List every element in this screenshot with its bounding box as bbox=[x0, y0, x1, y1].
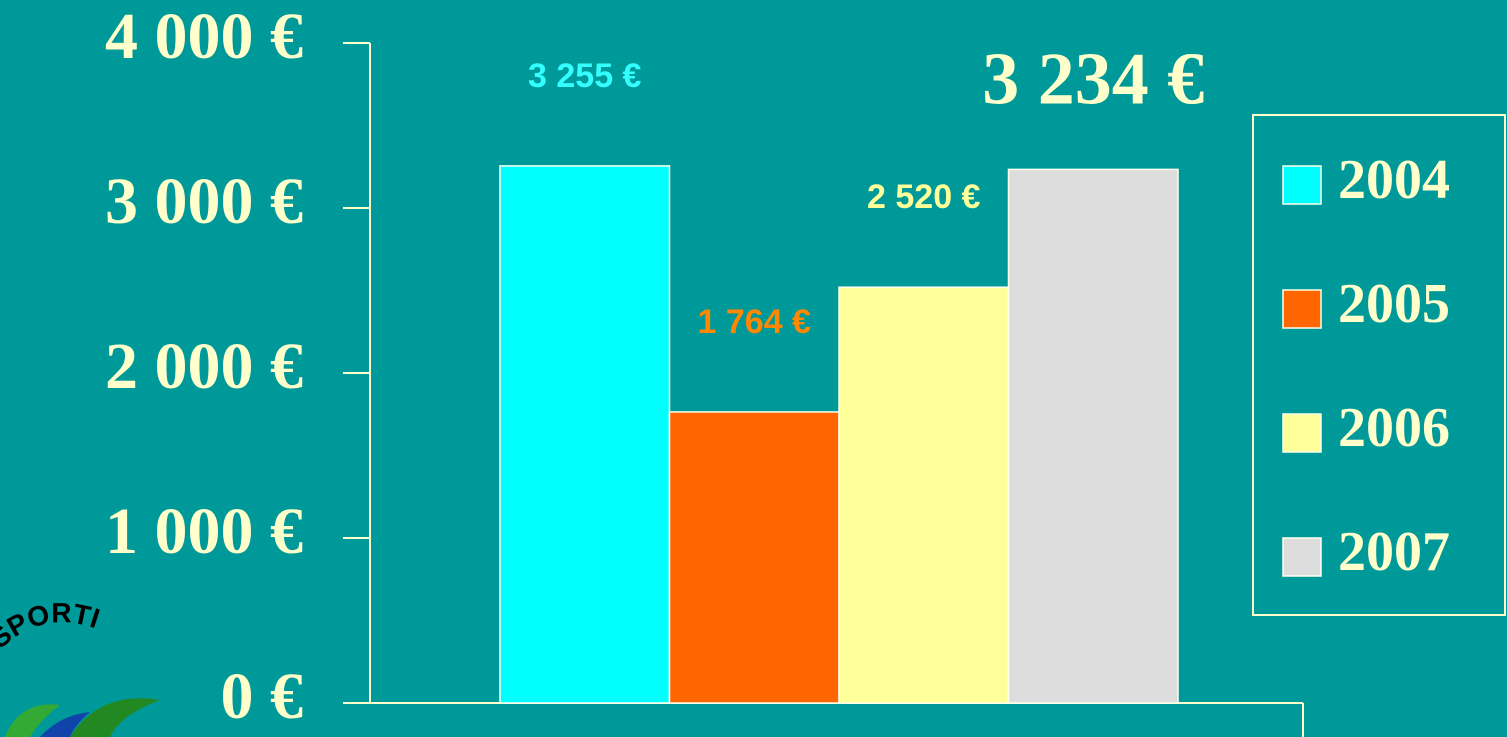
bar bbox=[668, 411, 840, 704]
value-label: 1 764 € bbox=[698, 303, 812, 341]
y-tick-label: 3 000 € bbox=[105, 165, 303, 238]
value-label: 3 234 € bbox=[982, 38, 1204, 120]
legend-label: 2007 bbox=[1338, 521, 1450, 583]
logo: SPORTI bbox=[0, 597, 160, 737]
legend-label: 2004 bbox=[1338, 149, 1450, 211]
legend-box bbox=[1252, 114, 1506, 616]
logo-text: SPORTI bbox=[0, 597, 103, 654]
legend-swatch bbox=[1282, 165, 1322, 205]
y-tick-label: 0 € bbox=[221, 660, 304, 733]
y-tick-label: 4 000 € bbox=[105, 0, 303, 73]
legend-label: 2006 bbox=[1338, 397, 1450, 459]
value-label: 2 520 € bbox=[867, 178, 981, 216]
bar bbox=[838, 286, 1010, 704]
legend-swatch bbox=[1282, 289, 1322, 329]
legend-swatch bbox=[1282, 413, 1322, 453]
bar bbox=[1007, 168, 1179, 704]
value-label: 3 255 € bbox=[528, 57, 642, 95]
y-tick-label: 2 000 € bbox=[105, 330, 303, 403]
legend-label: 2005 bbox=[1338, 273, 1450, 335]
y-tick-label: 1 000 € bbox=[105, 495, 303, 568]
legend-swatch bbox=[1282, 537, 1322, 577]
bar bbox=[499, 165, 671, 704]
logo-text-path: SPORTI bbox=[0, 597, 103, 654]
